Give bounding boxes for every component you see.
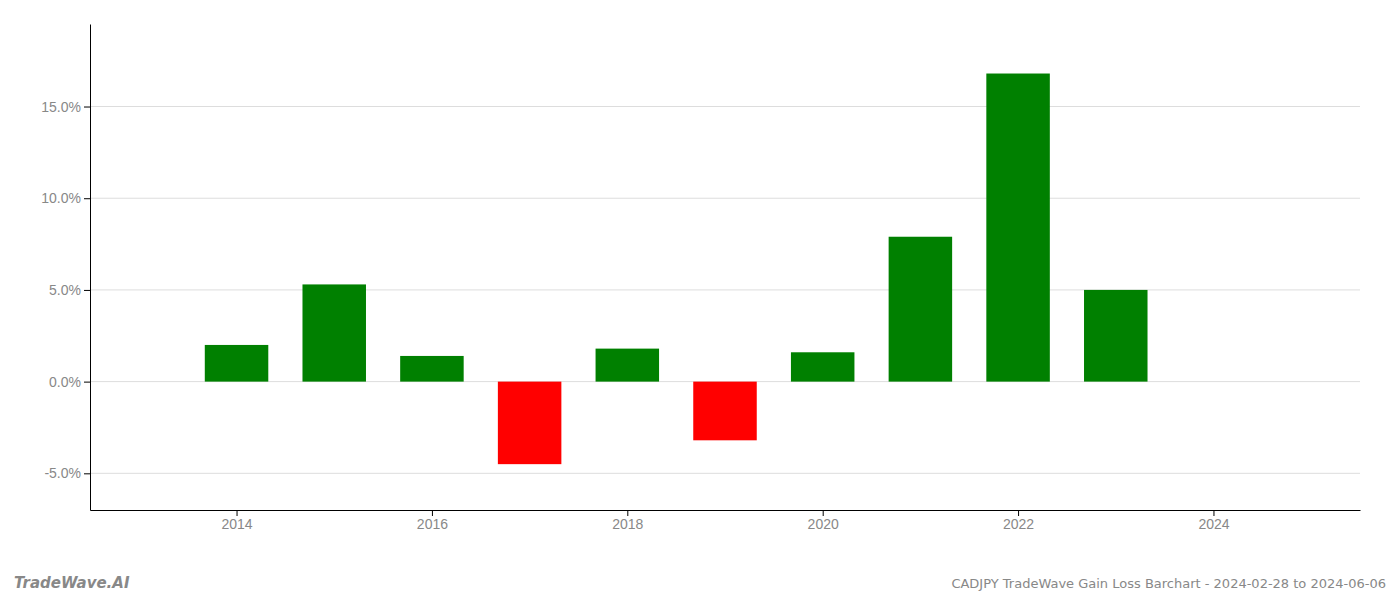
x-tick-label: 2016 — [417, 516, 448, 532]
bar — [889, 237, 953, 382]
x-tick: 2020 — [808, 510, 839, 532]
x-tick: 2014 — [221, 510, 252, 532]
y-tick-mark — [84, 382, 90, 383]
y-tick-label: 0.0% — [49, 374, 81, 390]
x-tick: 2018 — [612, 510, 643, 532]
footer: TradeWave.AI CADJPY TradeWave Gain Loss B… — [14, 574, 1386, 592]
plot-area — [205, 74, 1148, 465]
y-tick-mark — [84, 290, 90, 291]
y-tick: 10.0% — [41, 190, 90, 206]
x-tick-label: 2020 — [808, 516, 839, 532]
y-tick: 0.0% — [49, 374, 90, 390]
x-axis: 2014 2016 2018 2020 2022 2024 — [91, 510, 1361, 532]
x-tick: 2024 — [1198, 510, 1229, 532]
y-tick: -5.0% — [44, 465, 90, 481]
y-tick-label: 15.0% — [41, 99, 81, 115]
grid — [90, 107, 1360, 474]
x-tick-label: 2018 — [612, 516, 643, 532]
grid-line — [90, 473, 1360, 474]
bar — [986, 74, 1050, 382]
x-tick: 2022 — [1003, 510, 1034, 532]
x-axis-line — [91, 510, 1361, 511]
footer-left: TradeWave.AI — [14, 574, 130, 592]
y-tick-label: 5.0% — [49, 282, 81, 298]
bar — [400, 356, 464, 382]
y-tick-label: 10.0% — [41, 190, 81, 206]
y-tick-mark — [84, 198, 90, 199]
bar — [205, 345, 268, 382]
y-tick: 5.0% — [49, 282, 90, 298]
bar — [302, 284, 366, 381]
bar — [693, 382, 757, 441]
x-tick-label: 2024 — [1198, 516, 1229, 532]
bar — [791, 352, 855, 381]
y-axis-line — [90, 25, 91, 511]
footer-right: CADJPY TradeWave Gain Loss Barchart - 20… — [951, 576, 1386, 591]
x-tick-label: 2014 — [221, 516, 252, 532]
grid-line — [90, 198, 1360, 199]
y-tick-mark — [84, 473, 90, 474]
y-tick: 15.0% — [41, 99, 90, 115]
grid-line — [90, 106, 1360, 107]
x-tick-label: 2022 — [1003, 516, 1034, 532]
grid-line — [90, 289, 1360, 290]
chart: -5.0%0.0%5.0%10.0%15.0%20142016201820202… — [0, 0, 1400, 600]
y-tick-mark — [84, 107, 90, 108]
bar — [596, 349, 660, 382]
y-tick-label: -5.0% — [44, 465, 81, 481]
bar — [498, 382, 561, 465]
y-axis: -5.0% 0.0% 5.0% 10.0% 15.0% — [41, 25, 90, 511]
x-tick: 2016 — [417, 510, 448, 532]
bar — [1084, 290, 1148, 382]
